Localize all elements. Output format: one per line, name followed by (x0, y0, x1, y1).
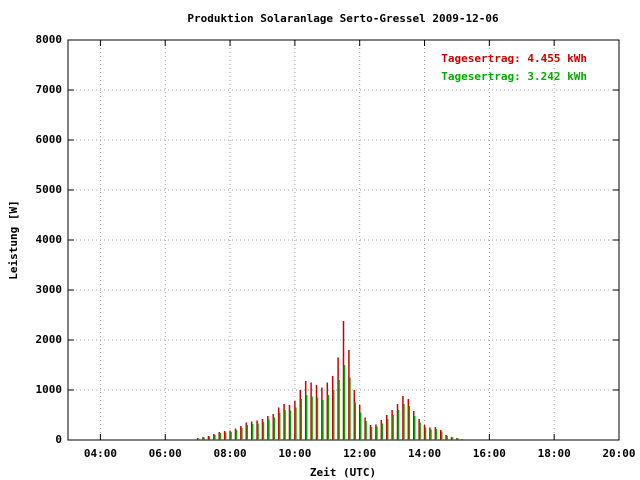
legend-entry: Tagesertrag: 4.455 kWh (441, 52, 587, 65)
x-tick-label: 12:00 (343, 447, 376, 460)
x-axis-label: Zeit (UTC) (310, 466, 376, 479)
y-axis-label: Leistung [W] (7, 200, 20, 279)
y-tick-label: 7000 (36, 83, 63, 96)
x-tick-label: 18:00 (538, 447, 571, 460)
y-tick-label: 1000 (36, 383, 63, 396)
x-tick-label: 08:00 (213, 447, 246, 460)
y-tick-label: 2000 (36, 333, 63, 346)
y-tick-label: 0 (55, 433, 62, 446)
x-tick-label: 10:00 (278, 447, 311, 460)
x-tick-label: 14:00 (408, 447, 441, 460)
y-tick-label: 6000 (36, 133, 63, 146)
chart-title: Produktion Solaranlage Serto-Gressel 200… (187, 12, 499, 25)
x-tick-label: 20:00 (602, 447, 635, 460)
x-tick-label: 16:00 (473, 447, 506, 460)
x-tick-label: 04:00 (84, 447, 117, 460)
y-tick-label: 4000 (36, 233, 63, 246)
y-tick-label: 5000 (36, 183, 63, 196)
y-tick-label: 8000 (36, 33, 63, 46)
legend-entry: Tagesertrag: 3.242 kWh (441, 70, 587, 83)
x-tick-label: 06:00 (149, 447, 182, 460)
y-tick-label: 3000 (36, 283, 63, 296)
